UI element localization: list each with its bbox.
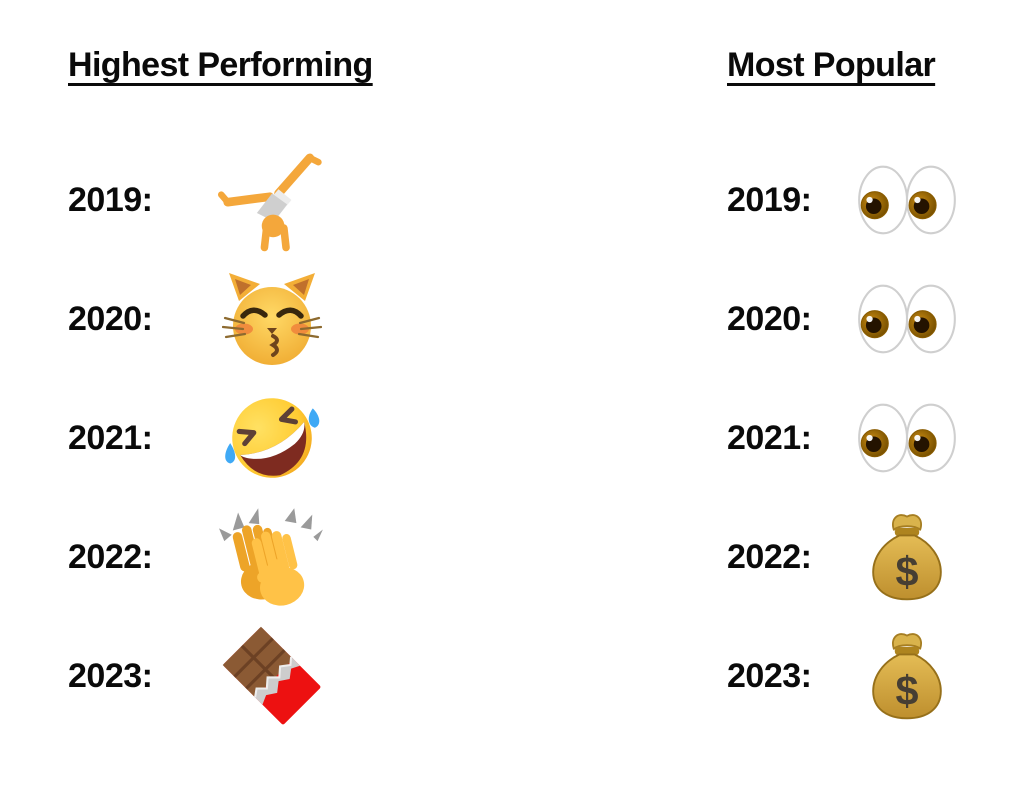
year-row: 2023: [68, 617, 373, 736]
eyes-icon [851, 262, 963, 376]
year-label: 2021: [727, 418, 812, 457]
year-label: 2022: [68, 537, 153, 576]
year-row: 2021: [68, 379, 373, 498]
person-cartwheeling-svg [218, 146, 326, 254]
rofl-icon [216, 381, 328, 495]
year-label: 2019: [727, 180, 812, 219]
chocolate-bar-svg [220, 624, 324, 728]
chocolate-bar-icon [216, 619, 328, 733]
kissing-cat-icon [216, 262, 328, 376]
eyes-svg [855, 148, 959, 252]
eyes-icon [851, 143, 963, 257]
year-label: 2020: [68, 299, 153, 338]
highest-performing-rows: 2019: 2020: 2021: 2022: 2023: [68, 141, 373, 736]
clapping-hands-svg [219, 504, 325, 610]
year-row: 2023: [727, 617, 963, 736]
clapping-hands-icon [216, 500, 328, 614]
year-row: 2019: [68, 141, 373, 260]
money-bag-icon [851, 619, 963, 733]
eyes-svg [855, 267, 959, 371]
year-label: 2019: [68, 180, 153, 219]
eyes-icon [851, 381, 963, 495]
money-bag-svg [860, 629, 954, 723]
year-row: 2020: [68, 260, 373, 379]
money-bag-icon [851, 500, 963, 614]
person-cartwheeling-icon [216, 143, 328, 257]
year-label: 2023: [727, 656, 812, 695]
year-label: 2020: [727, 299, 812, 338]
most-popular-title: Most Popular [727, 46, 936, 84]
year-label: 2022: [727, 537, 812, 576]
rofl-svg [221, 387, 323, 489]
most-popular-column: Most Popular 2019: 2020: 2021: 2022: [727, 45, 963, 736]
most-popular-rows: 2019: 2020: 2021: 2022: 2023: [727, 141, 963, 736]
year-row: 2022: [727, 498, 963, 617]
kissing-cat-svg [222, 269, 322, 369]
year-row: 2019: [727, 141, 963, 260]
year-label: 2023: [68, 656, 153, 695]
highest-performing-title: Highest Performing [68, 46, 373, 84]
year-label: 2021: [68, 418, 153, 457]
money-bag-svg [860, 510, 954, 604]
year-row: 2020: [727, 260, 963, 379]
year-row: 2021: [727, 379, 963, 498]
highest-performing-column: Highest Performing 2019: 2020: 2021: 202… [68, 45, 373, 736]
eyes-svg [855, 386, 959, 490]
year-row: 2022: [68, 498, 373, 617]
